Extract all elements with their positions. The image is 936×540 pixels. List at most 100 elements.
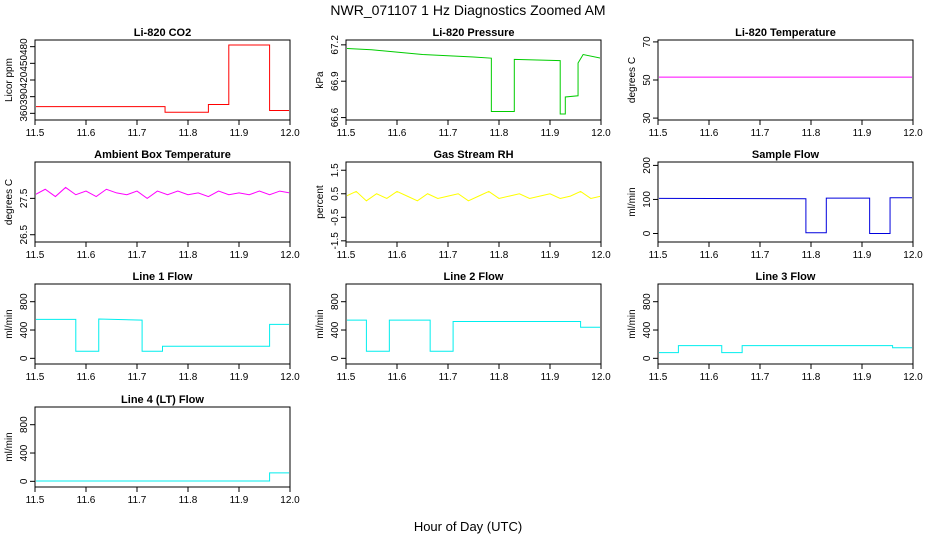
x-tick-label: 12.0 [591, 250, 611, 261]
x-tick-label: 11.8 [802, 128, 821, 139]
x-tick-label: 11.7 [751, 372, 770, 383]
x-tick-label: 11.9 [853, 250, 872, 261]
y-tick-label: -1.5 [330, 232, 341, 250]
x-tick-label: 12.0 [280, 250, 300, 261]
panel-title: Li-820 Temperature [735, 27, 836, 39]
x-tick-label: 11.5 [26, 372, 45, 383]
panel-5: Sample Flow 11.5 11.6 11.7 11.8 11.9 12.0 0 100 2… [627, 149, 923, 261]
x-tick-label: 11.9 [230, 495, 249, 506]
x-tick-label: 11.8 [179, 250, 198, 261]
y-tick-label: 66.6 [330, 107, 341, 127]
y-tick-label: 0 [19, 355, 30, 361]
y-tick-label: 200 [642, 157, 653, 174]
y-tick-label: 480 [19, 38, 30, 55]
x-tick-label: 12.0 [280, 495, 300, 506]
x-tick-label: 11.6 [388, 250, 407, 261]
x-tick-label: 12.0 [591, 372, 611, 383]
y-axis-label: ml/min [627, 309, 638, 338]
y-axis-label: kPa [315, 71, 326, 89]
series-line-0 [659, 345, 912, 354]
x-tick-label: 11.8 [179, 495, 198, 506]
y-tick-label: 420 [19, 71, 30, 88]
series-line-0 [347, 319, 600, 352]
panels-container: Li-820 CO2 11.5 11.6 11.7 11.8 11.9 12.0 360390… [4, 27, 923, 506]
y-axis-label: percent [315, 185, 326, 219]
plot-frame [345, 283, 602, 365]
x-tick-label: 11.7 [128, 495, 147, 506]
plot-frame [34, 283, 291, 365]
y-tick-label: 360 [19, 105, 30, 122]
x-tick-label: 11.8 [802, 250, 821, 261]
x-tick-label: 11.6 [700, 372, 719, 383]
x-tick-label: 11.9 [541, 128, 560, 139]
y-axis-label: Licor ppm [4, 58, 15, 102]
y-tick-label: 400 [330, 321, 341, 338]
y-tick-label: 800 [19, 416, 30, 433]
figure-x-axis-label: Hour of Day (UTC) [414, 519, 522, 534]
series-line-0 [36, 44, 289, 113]
x-tick-label: 11.5 [337, 250, 356, 261]
x-tick-label: 12.0 [280, 372, 300, 383]
x-tick-label: 11.5 [337, 372, 356, 383]
y-tick-label: 0.5 [330, 186, 341, 200]
x-tick-label: 11.6 [388, 372, 407, 383]
x-tick-label: 11.5 [649, 128, 668, 139]
panel-1: Li-820 Pressure 11.5 11.6 11.7 11.8 11.9 12.0 6… [315, 27, 611, 139]
y-tick-label: 800 [330, 293, 341, 310]
x-tick-label: 11.7 [751, 250, 770, 261]
x-tick-label: 11.7 [128, 128, 147, 139]
x-tick-label: 11.8 [490, 372, 509, 383]
y-tick-label: 66.9 [330, 71, 341, 91]
y-tick-label: 400 [19, 321, 30, 338]
panel-6: Line 1 Flow 11.5 11.6 11.7 11.8 11.9 12.0 0 400 8… [4, 271, 300, 383]
panel-title: Ambient Box Temperature [94, 149, 231, 161]
series-line-0 [659, 197, 912, 234]
x-tick-label: 11.7 [751, 128, 770, 139]
figure-title: NWR_071107 1 Hz Diagnostics Zoomed AM [330, 2, 605, 18]
panel-title: Li-820 CO2 [134, 27, 191, 39]
y-tick-label: 390 [19, 88, 30, 105]
x-tick-label: 11.6 [388, 128, 407, 139]
series-line-0 [347, 190, 600, 202]
plot-frame [657, 161, 914, 243]
y-tick-label: 400 [19, 444, 30, 461]
y-axis-label: ml/min [315, 309, 326, 338]
x-tick-label: 11.6 [77, 128, 96, 139]
x-tick-label: 11.6 [77, 495, 96, 506]
y-tick-label: 70 [642, 36, 653, 48]
plot-frame [34, 39, 291, 121]
y-tick-label: 30 [642, 112, 653, 124]
y-tick-label: 0 [19, 478, 30, 484]
panel-title: Line 3 Flow [756, 271, 816, 283]
y-tick-label: 27.5 [19, 188, 30, 208]
plot-frame [34, 161, 291, 243]
y-tick-label: 450 [19, 55, 30, 72]
x-tick-label: 12.0 [903, 250, 923, 261]
y-tick-label: 400 [642, 321, 653, 338]
x-tick-label: 11.9 [541, 250, 560, 261]
panel-title: Line 2 Flow [444, 271, 504, 283]
panel-0: Li-820 CO2 11.5 11.6 11.7 11.8 11.9 12.0 360390… [4, 27, 300, 139]
y-axis-label: ml/min [4, 309, 15, 338]
x-tick-label: 11.8 [802, 372, 821, 383]
y-tick-label: 800 [642, 293, 653, 310]
plot-frame [657, 39, 914, 121]
y-tick-label: 1.5 [330, 163, 341, 177]
x-tick-label: 11.9 [230, 250, 249, 261]
x-tick-label: 11.9 [230, 128, 249, 139]
panel-2: Li-820 Temperature 11.5 11.6 11.7 11.8 11.9 12… [627, 27, 923, 139]
x-tick-label: 11.5 [26, 250, 45, 261]
plot-frame [345, 161, 602, 243]
x-tick-label: 11.6 [700, 250, 719, 261]
series-line-0 [36, 472, 289, 482]
x-tick-label: 11.5 [26, 495, 45, 506]
series-line-0 [347, 48, 600, 115]
x-tick-label: 12.0 [903, 128, 923, 139]
panel-7: Line 2 Flow 11.5 11.6 11.7 11.8 11.9 12.0 0 400 8… [315, 271, 611, 383]
x-tick-label: 11.9 [230, 372, 249, 383]
panel-title: Line 1 Flow [133, 271, 193, 283]
series-line-0 [36, 318, 289, 352]
x-tick-label: 11.5 [649, 250, 668, 261]
plot-frame [345, 39, 602, 121]
